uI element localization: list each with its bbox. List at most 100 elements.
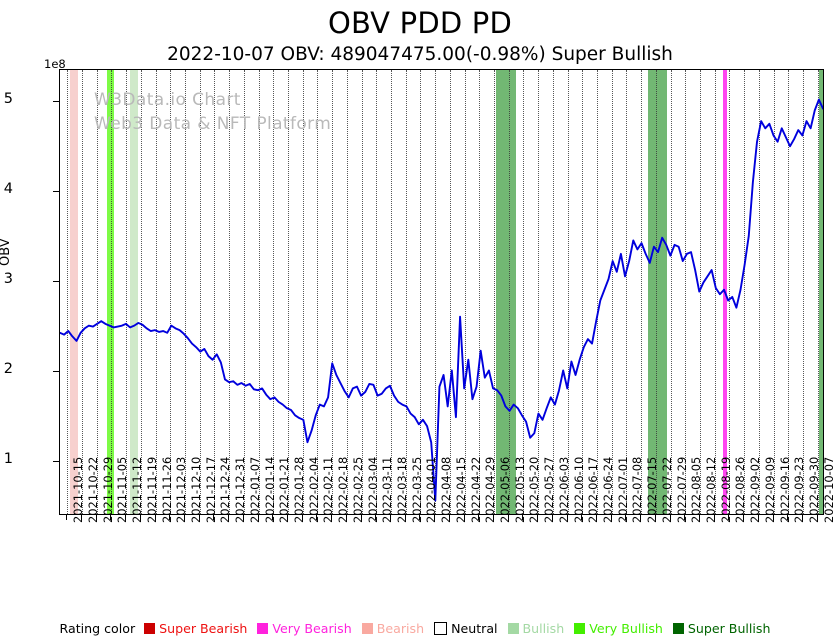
legend-label: Very Bullish — [589, 620, 663, 636]
gridline — [479, 70, 481, 514]
x-tick-label: 2022-07-01 — [615, 456, 630, 523]
x-tick-mark — [242, 515, 244, 520]
gridline — [288, 70, 290, 514]
x-tick-mark — [125, 515, 127, 520]
gridline — [464, 70, 466, 514]
x-tick-mark — [478, 515, 480, 520]
gridline — [420, 70, 422, 514]
gridline — [626, 70, 628, 514]
x-tick-label: 2022-08-12 — [703, 456, 718, 523]
gridline — [67, 70, 69, 514]
x-tick-mark — [331, 515, 333, 520]
x-tick-label: 2022-01-28 — [292, 456, 307, 523]
x-tick-mark — [669, 515, 671, 520]
x-tick-mark — [139, 515, 141, 520]
gridline — [567, 70, 569, 514]
legend-label: Very Bearish — [272, 620, 352, 636]
gridline — [82, 70, 84, 514]
x-tick-mark — [654, 515, 656, 520]
x-tick-label: 2022-02-04 — [306, 456, 321, 523]
x-tick-label: 2022-05-13 — [512, 456, 527, 523]
x-tick-mark — [595, 515, 597, 520]
x-tick-label: 2022-05-27 — [542, 456, 557, 523]
y-tick-mark — [53, 190, 59, 192]
plot-area: W3Data.io Chart Web3 Data & NFT Platform — [59, 69, 824, 515]
x-tick-label: 2022-08-05 — [689, 456, 704, 523]
x-tick-mark — [169, 515, 171, 520]
x-tick-mark — [95, 515, 97, 520]
x-tick-label: 2022-10-07 — [821, 456, 836, 523]
x-tick-mark — [610, 515, 612, 520]
legend-swatch — [144, 622, 156, 634]
gridline — [229, 70, 231, 514]
gridline — [744, 70, 746, 514]
gridline — [729, 70, 731, 514]
x-tick-mark — [463, 515, 465, 520]
x-tick-label: 2022-02-11 — [321, 456, 336, 523]
x-tick-label: 2021-11-19 — [144, 456, 159, 523]
x-tick-mark — [345, 515, 347, 520]
rating-band — [69, 70, 79, 514]
gridline — [199, 70, 201, 514]
gridline — [538, 70, 540, 514]
x-tick-label: 2021-10-29 — [100, 456, 115, 523]
x-tick-mark — [713, 515, 715, 520]
x-tick-label: 2022-09-02 — [748, 456, 763, 523]
y-tick-mark — [53, 100, 59, 102]
y-tick-label: 3 — [3, 270, 13, 287]
gridline — [670, 70, 672, 514]
watermark-line-1: W3Data.io Chart — [94, 90, 241, 110]
gridline — [596, 70, 598, 514]
rating-band — [648, 70, 667, 514]
x-tick-label: 2021-12-03 — [174, 456, 189, 523]
x-tick-mark — [816, 515, 818, 520]
y-tick-label: 2 — [3, 360, 13, 377]
chart-subtitle: 2022-10-07 OBV: 489047475.00(-0.98%) Sup… — [167, 44, 673, 65]
gridline — [435, 70, 437, 514]
legend-swatch — [361, 622, 373, 634]
x-tick-mark — [390, 515, 391, 520]
legend: Rating color Super Bearish Very Bearish Be… — [0, 618, 840, 638]
legend-item[interactable]: Super Bullish — [672, 621, 770, 636]
chart-title: OBV PDD PD — [327, 6, 513, 40]
obv-line-series — [60, 70, 823, 514]
watermark-line-2: Web3 Data & NFT Platform — [94, 114, 332, 134]
gridline — [817, 70, 819, 514]
y-tick-mark — [53, 460, 59, 462]
gridline — [126, 70, 128, 514]
x-tick-label: 2021-12-24 — [218, 456, 233, 523]
legend-item[interactable]: Bullish — [507, 621, 564, 636]
x-tick-label: 2022-08-26 — [733, 456, 748, 523]
x-tick-mark — [507, 515, 509, 520]
vertical-gridlines — [60, 70, 823, 514]
gridline — [641, 70, 643, 514]
gridline — [405, 70, 407, 514]
gridline — [243, 70, 245, 514]
legend-swatch — [574, 622, 586, 634]
x-tick-label: 2021-12-31 — [233, 456, 248, 523]
rating-band — [130, 70, 139, 514]
legend-item[interactable]: Very Bullish — [574, 621, 663, 636]
x-tick-mark — [757, 515, 759, 520]
legend-items: Super Bearish Very Bearish Bearish Neutral B… — [144, 621, 780, 636]
x-tick-mark — [581, 515, 583, 520]
y-axis-title: OBV — [0, 238, 13, 266]
gridline — [361, 70, 363, 514]
x-tick-mark — [81, 515, 83, 520]
x-tick-mark — [743, 515, 745, 520]
legend-item[interactable]: Neutral — [434, 621, 498, 636]
x-tick-mark — [66, 515, 68, 520]
gridline — [552, 70, 554, 514]
x-tick-label: 2022-05-20 — [527, 456, 542, 523]
x-tick-label: 2022-06-17 — [586, 456, 601, 523]
x-tick-label: 2022-01-14 — [262, 456, 277, 523]
x-tick-mark — [301, 515, 303, 520]
legend-item[interactable]: Bearish — [361, 621, 424, 636]
x-tick-mark — [228, 515, 230, 520]
x-tick-label: 2022-04-22 — [468, 456, 483, 523]
legend-item[interactable]: Very Bearish — [257, 620, 352, 636]
x-tick-label: 2022-07-15 — [645, 456, 660, 523]
x-tick-label: 2021-11-05 — [115, 456, 130, 523]
x-tick-mark — [551, 515, 553, 520]
legend-item[interactable]: Super Bearish — [144, 621, 247, 636]
